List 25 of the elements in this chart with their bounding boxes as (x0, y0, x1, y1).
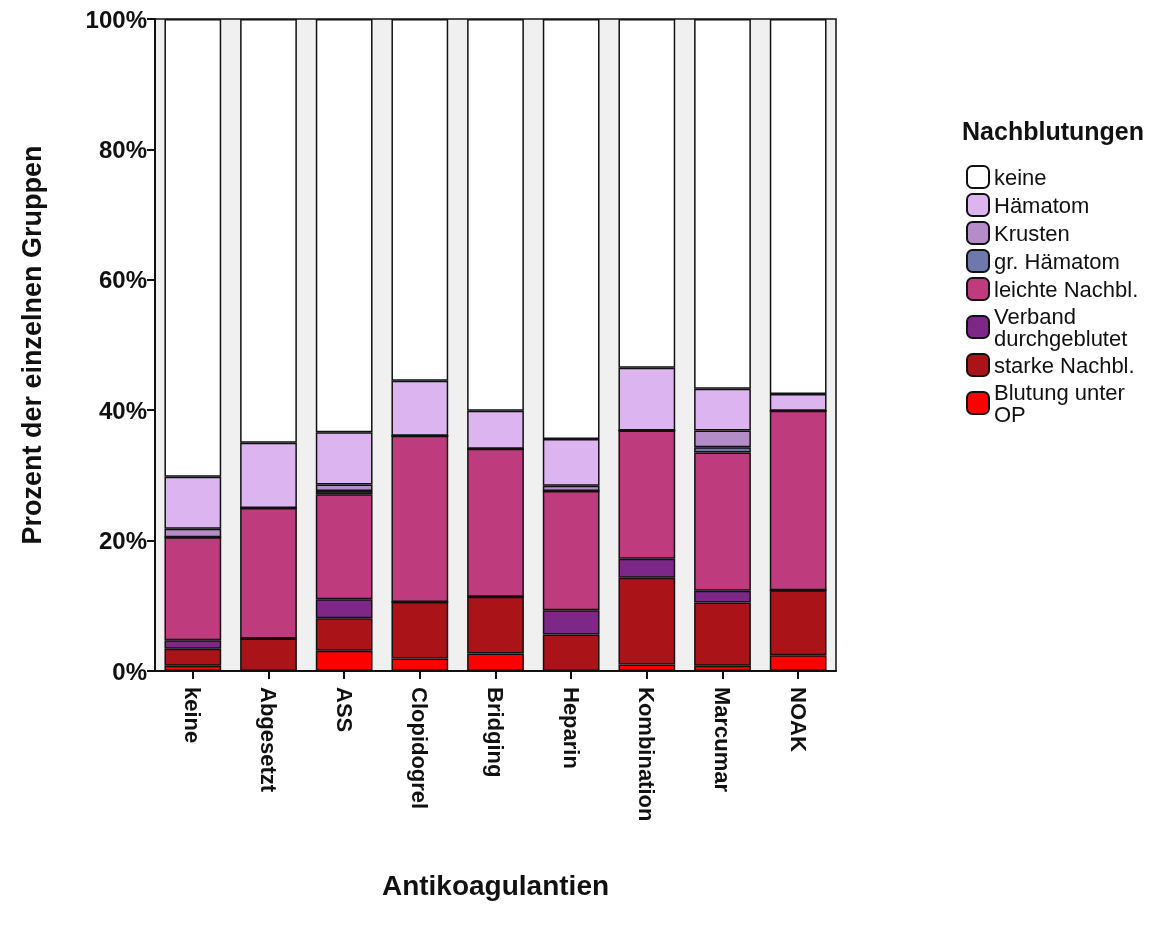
y-axis-title: Prozent der einzelnen Gruppen (16, 145, 47, 545)
x-tick-label: NOAK (785, 687, 811, 752)
x-tick-label: Clopidogrel (407, 687, 433, 810)
x-tick-label: Heparin (558, 687, 584, 769)
y-tick-label: 60% (98, 266, 147, 294)
x-tick-label: Kombination (634, 687, 660, 822)
legend-label: keine (994, 164, 1047, 190)
x-tick-label: Marcumar (710, 687, 735, 793)
legend-label: starke Nachbl. (994, 352, 1135, 378)
legend-label: leichte Nachbl. (994, 276, 1139, 302)
legend-label: Krusten (994, 220, 1070, 246)
y-tick-label: 0% (112, 657, 147, 685)
x-axis-title: Antikoagulantien (381, 869, 610, 901)
x-tick-label: Abgesetzt (256, 687, 281, 793)
legend-title: Nachblutungen (962, 116, 1144, 145)
y-tick-label: 40% (98, 396, 147, 424)
y-tick-label: 100% (85, 5, 147, 33)
x-tick-label: ASS (331, 687, 357, 733)
x-tick-label: Bridging (483, 687, 508, 778)
x-tick-label: keine (180, 687, 206, 744)
y-tick-label: 80% (98, 135, 147, 163)
y-tick-label: 20% (98, 527, 147, 555)
legend-label: Hämatom (994, 192, 1090, 218)
legend-label: Blutung unter OP (994, 379, 1131, 427)
legend-label: gr. Hämatom (994, 248, 1120, 274)
